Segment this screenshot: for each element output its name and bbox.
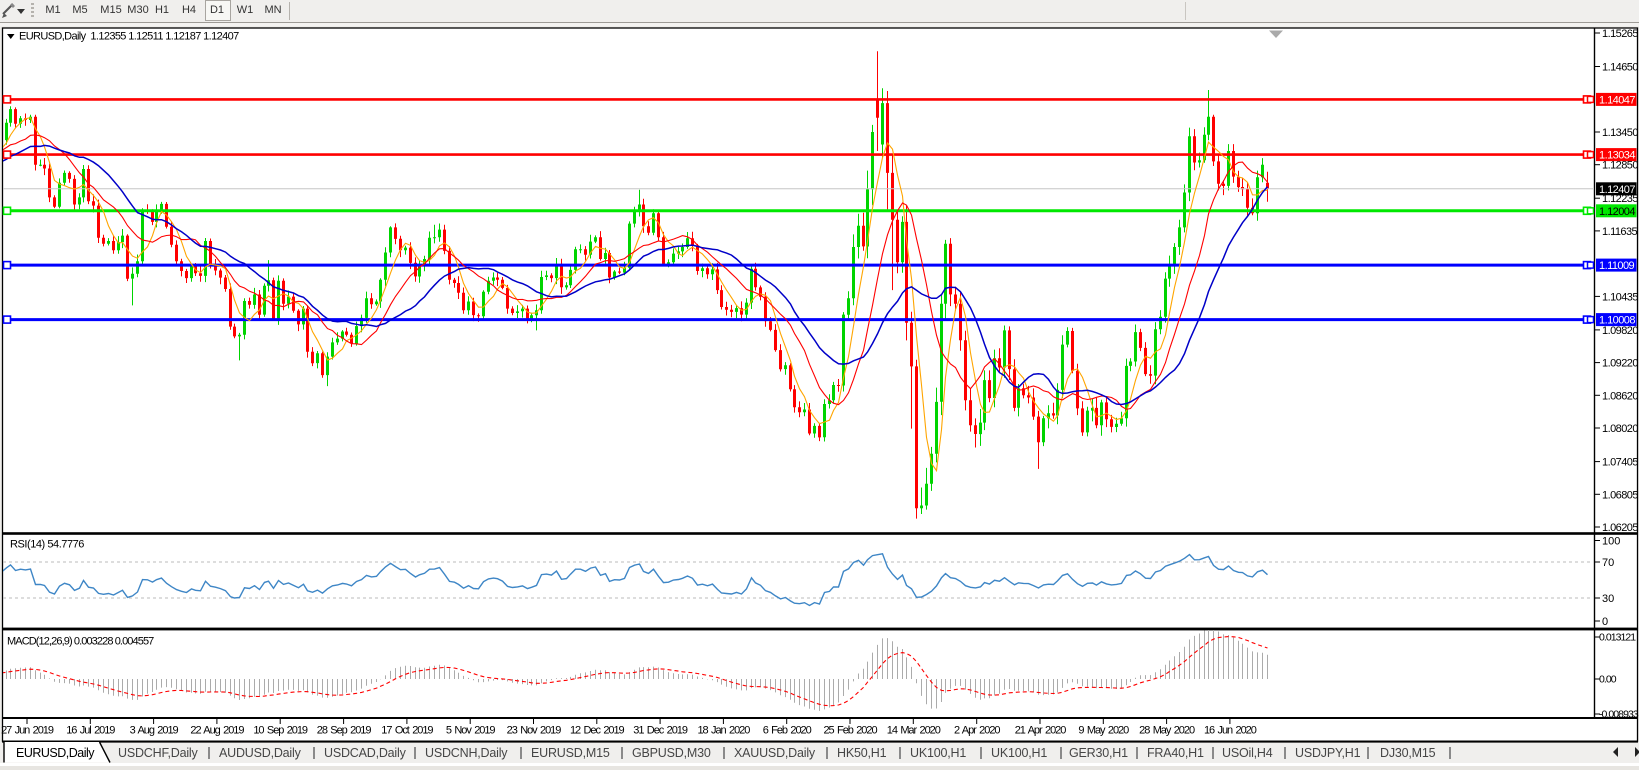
svg-text:21 Apr 2020: 21 Apr 2020	[1015, 725, 1067, 737]
svg-text:1.15265: 1.15265	[1602, 28, 1638, 40]
svg-text:1.09820: 1.09820	[1602, 325, 1638, 337]
svg-text:1.12235: 1.12235	[1602, 193, 1638, 205]
svg-text:28 Sep 2019: 28 Sep 2019	[317, 725, 372, 737]
svg-text:1.08620: 1.08620	[1602, 390, 1638, 402]
svg-text:0.013121: 0.013121	[1599, 632, 1636, 644]
svg-text:RSI(14) 54.7776: RSI(14) 54.7776	[10, 539, 84, 551]
svg-text:23 Nov 2019: 23 Nov 2019	[507, 725, 562, 737]
svg-text:0: 0	[1602, 616, 1608, 628]
svg-text:1.09220: 1.09220	[1602, 358, 1638, 370]
svg-text:70: 70	[1602, 557, 1614, 569]
svg-text:28 May 2020: 28 May 2020	[1139, 725, 1195, 737]
svg-text:31 Dec 2019: 31 Dec 2019	[633, 725, 688, 737]
svg-text:1.08020: 1.08020	[1602, 423, 1638, 435]
svg-text:16 Jun 2020: 16 Jun 2020	[1204, 725, 1257, 737]
svg-text:1.12850: 1.12850	[1602, 160, 1638, 172]
svg-text:-0.008933: -0.008933	[1599, 709, 1639, 721]
svg-text:25 Feb 2020: 25 Feb 2020	[823, 725, 877, 737]
svg-text:1.10435: 1.10435	[1602, 291, 1638, 303]
svg-text:16 Jul 2019: 16 Jul 2019	[66, 725, 115, 737]
svg-text:1.07405: 1.07405	[1602, 457, 1638, 469]
svg-text:1.06805: 1.06805	[1602, 489, 1638, 501]
svg-text:1.10008: 1.10008	[1599, 315, 1635, 327]
svg-text:1.13034: 1.13034	[1599, 150, 1635, 162]
svg-text:1.11635: 1.11635	[1602, 226, 1638, 238]
svg-text:1.14047: 1.14047	[1599, 94, 1635, 106]
svg-text:1.12004: 1.12004	[1599, 206, 1635, 218]
svg-text:2 Apr 2020: 2 Apr 2020	[954, 725, 1000, 737]
svg-text:30: 30	[1602, 593, 1614, 605]
svg-text:EURUSD,Daily 1.12355 1.12511: EURUSD,Daily 1.12355 1.12511 1.12187 1.1…	[19, 31, 239, 43]
svg-text:1.14650: 1.14650	[1602, 62, 1638, 74]
svg-text:10 Sep 2019: 10 Sep 2019	[253, 725, 308, 737]
svg-text:5 Nov 2019: 5 Nov 2019	[446, 725, 495, 737]
svg-text:1.11009: 1.11009	[1599, 260, 1635, 272]
svg-text:18 Jan 2020: 18 Jan 2020	[697, 725, 750, 737]
svg-text:9 May 2020: 9 May 2020	[1078, 725, 1129, 737]
svg-text:MACD(12,26,9) 0.003228 0.00455: MACD(12,26,9) 0.003228 0.004557	[7, 636, 154, 648]
svg-text:27 Jun 2019: 27 Jun 2019	[1, 725, 54, 737]
svg-text:14 Mar 2020: 14 Mar 2020	[887, 725, 941, 737]
svg-text:22 Aug 2019: 22 Aug 2019	[190, 725, 244, 737]
svg-text:3 Aug 2019: 3 Aug 2019	[130, 725, 179, 737]
svg-text:6 Feb 2020: 6 Feb 2020	[763, 725, 812, 737]
svg-text:1.12407: 1.12407	[1599, 184, 1635, 196]
svg-text:17 Oct 2019: 17 Oct 2019	[381, 725, 433, 737]
svg-text:0.00: 0.00	[1599, 674, 1617, 686]
svg-text:1.13450: 1.13450	[1602, 127, 1638, 139]
svg-text:100: 100	[1602, 536, 1620, 548]
svg-text:12 Dec 2019: 12 Dec 2019	[570, 725, 625, 737]
svg-text:1.06205: 1.06205	[1602, 522, 1638, 534]
